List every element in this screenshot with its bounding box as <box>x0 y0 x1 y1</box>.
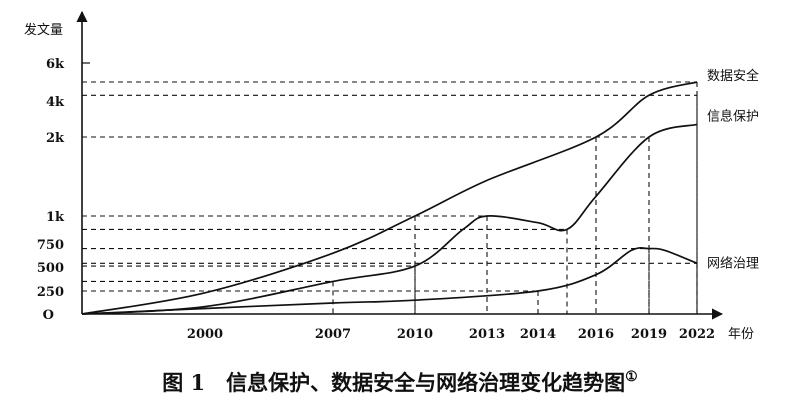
y-tick-2k: 2k <box>46 131 65 146</box>
y-tick-250: 250 <box>37 285 64 300</box>
series-line-2 <box>81 123 698 315</box>
series-line-3 <box>81 247 698 315</box>
x-tick-2016: 2016 <box>578 327 614 342</box>
series-label-2: 信息保护 <box>707 108 759 124</box>
series-lines <box>81 81 698 315</box>
y-axis-title: 发文量 <box>24 22 63 38</box>
x-axis-title: 年份 <box>728 327 754 342</box>
x-tick-2013: 2013 <box>469 327 505 342</box>
y-tick-500: 500 <box>37 261 64 276</box>
x-tick-2007: 2007 <box>315 327 351 342</box>
y-tick-o: O <box>43 308 54 323</box>
series-label-1: 数据安全 <box>707 68 759 84</box>
series-line-1 <box>81 81 698 315</box>
x-tick-2019: 2019 <box>631 327 667 342</box>
x-tick-2022: 2022 <box>679 327 715 342</box>
y-tick-labels: O 250 500 750 1k 2k 4k 6k <box>37 57 90 323</box>
x-tick-labels: 2000 2007 2010 2013 2014 2016 2019 2022 <box>187 327 715 342</box>
y-tick-750: 750 <box>37 238 64 253</box>
reference-lines <box>82 81 698 314</box>
y-tick-4k: 4k <box>46 95 65 110</box>
y-tick-1k: 1k <box>46 210 65 225</box>
y-tick-6k: 6k <box>46 57 65 72</box>
series-label-3: 网络治理 <box>707 255 759 271</box>
x-tick-2014: 2014 <box>520 327 556 342</box>
footnote-mark: ① <box>625 369 638 385</box>
figure-caption: 图 1 信息保护、数据安全与网络治理变化趋势图① <box>162 369 637 395</box>
x-tick-2000: 2000 <box>187 327 223 342</box>
x-tick-2010: 2010 <box>397 327 433 342</box>
